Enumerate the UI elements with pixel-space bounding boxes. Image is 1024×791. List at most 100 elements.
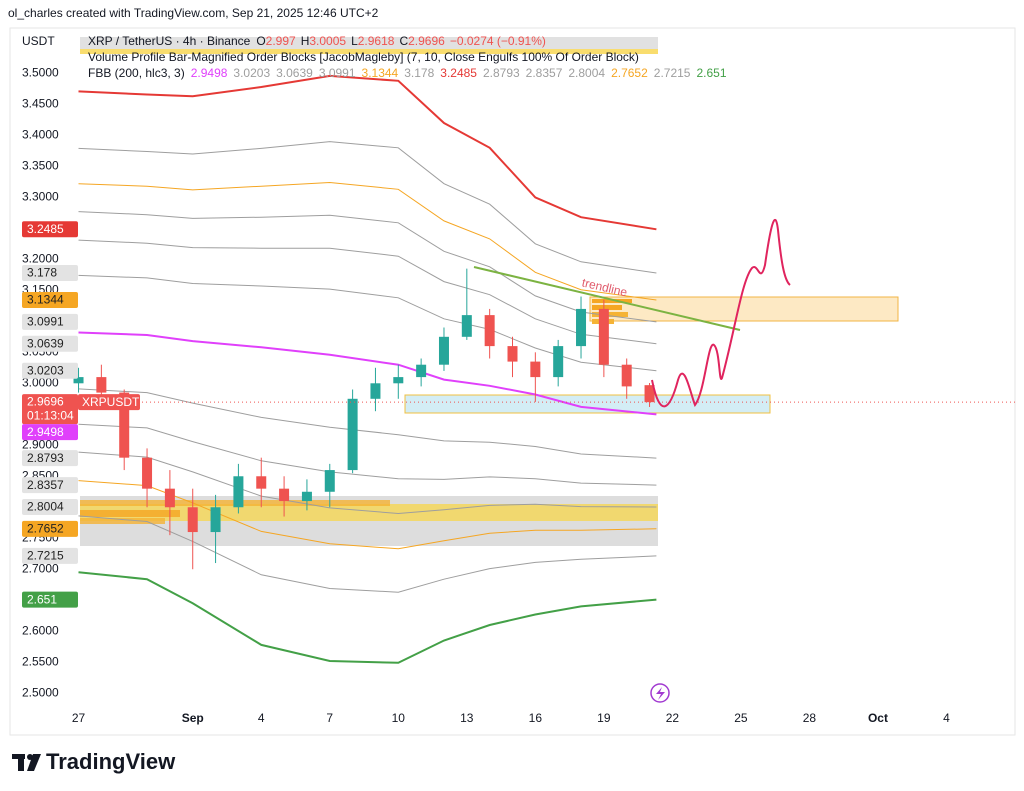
price-label-box: [22, 362, 78, 379]
candle-body: [301, 491, 312, 502]
band-line: [78, 181, 657, 301]
legend-zone: [80, 49, 658, 54]
fbb-value: 2.9498: [191, 66, 228, 80]
order-block-band: [80, 504, 658, 521]
ohlc-key: H: [301, 34, 310, 48]
x-tick-label: 19: [597, 711, 611, 725]
y-tick-label: 3.2000: [22, 252, 59, 266]
x-tick-label: 28: [803, 711, 817, 725]
price-label-box: [22, 450, 78, 467]
band-line: [78, 480, 657, 550]
credit: ol_charles created with TradingView.com,…: [8, 6, 379, 20]
x-tick-label: 4: [258, 711, 265, 725]
band-line: [78, 571, 657, 664]
candle-body: [347, 398, 358, 471]
legend-symbol-row: XRP / TetherUS · 4h · Binance O2.997 H3.00…: [88, 34, 546, 48]
candle-body: [621, 364, 632, 387]
ohlc-value: 3.0005: [309, 34, 346, 48]
y-tick-label: 3.3000: [22, 190, 59, 204]
ohlc-key: O: [256, 34, 265, 48]
x-tick-label: 25: [734, 711, 748, 725]
currency: USDT: [22, 34, 55, 48]
price-label: 3.2485: [27, 222, 64, 236]
y-tick-label: 2.7000: [22, 561, 59, 575]
price-label: 2.8004: [27, 500, 64, 514]
price-label: 2.9498: [27, 425, 64, 439]
band-line: [78, 274, 657, 372]
candle-body: [256, 476, 267, 489]
candle-body: [576, 308, 587, 347]
candle-body: [324, 470, 335, 492]
trendline: [473, 266, 741, 331]
price-label-box: [22, 291, 78, 308]
price-label-box: [22, 477, 78, 494]
legend-zone: [80, 37, 658, 49]
alert-icon: [650, 683, 670, 703]
ohlc-value: 2.9618: [358, 34, 395, 48]
y-tick-label: 2.5500: [22, 654, 59, 668]
band-line: [78, 451, 657, 515]
y-tick-label: 3.3500: [22, 159, 59, 173]
candle-body: [142, 457, 153, 489]
countdown-label: 01:13:04: [27, 408, 74, 422]
price-label-box: [22, 313, 78, 330]
candle-body: [530, 361, 541, 378]
price-label: 2.651: [27, 592, 57, 606]
x-tick-label: 4: [943, 711, 950, 725]
price-label: 3.0639: [27, 336, 64, 350]
volume-bar: [592, 305, 622, 310]
alert-icon-bolt: [656, 687, 665, 700]
price-label-box: [22, 264, 78, 281]
projection-path: [651, 218, 791, 408]
price-label: 2.8793: [27, 451, 64, 465]
fbb-value: 2.8004: [568, 66, 605, 80]
band-line: [78, 141, 657, 274]
candle-body: [210, 507, 221, 533]
price-label-box: [22, 221, 78, 238]
candle-body: [187, 507, 198, 533]
symbol-label: XRPUSDT: [82, 395, 140, 409]
x-tick-label: Oct: [868, 711, 888, 725]
candle-body: [233, 476, 244, 508]
fbb-value: 2.8357: [526, 66, 563, 80]
fbb-value: 2.8793: [483, 66, 520, 80]
price-label: 3.0203: [27, 363, 64, 377]
fbb-value: 3.1344: [362, 66, 399, 80]
resistance-box: [589, 296, 899, 322]
candle-body: [370, 383, 381, 399]
x-tick-label: 27: [72, 711, 86, 725]
candle-body: [279, 488, 290, 502]
brand: TradingView: [46, 749, 176, 774]
chart-frame: [9, 27, 1016, 736]
candle-body: [416, 364, 427, 378]
ohlc-value: 2.9696: [408, 34, 445, 48]
band-line: [78, 388, 657, 459]
y-tick-label: 3.4000: [22, 128, 59, 142]
fbb-value: 3.0639: [276, 66, 313, 80]
ohlc-key: L: [351, 34, 358, 48]
price-label: 3.0991: [27, 315, 64, 329]
fbb-value: 3.0203: [233, 66, 270, 80]
candle-body: [598, 308, 609, 365]
band-line: [78, 423, 657, 486]
candles: [73, 268, 1015, 570]
fbb-value: 2.651: [696, 66, 726, 80]
logo: TradingView: [12, 749, 176, 774]
y-tick-label: 3.5000: [22, 66, 59, 80]
x-tick-label: 10: [392, 711, 406, 725]
y-tick-label: 2.5000: [22, 685, 59, 699]
y-tick-label: 2.9000: [22, 437, 59, 451]
price-label: 2.8357: [27, 478, 64, 492]
volume-bar: [592, 312, 628, 317]
fbb-value: 2.7652: [611, 66, 648, 80]
band-line: [78, 211, 657, 323]
volume-bar: [592, 299, 632, 303]
fbb-title: FBB (200, hlc3, 3): [88, 66, 185, 80]
fbb-value: 3.2485: [440, 66, 477, 80]
price-label-box: [22, 520, 78, 537]
logo-wedge: [27, 754, 41, 771]
band-line: [78, 74, 657, 231]
price-label-box: [22, 424, 78, 441]
legend-indicator: Volume Profile Bar-Magnified Order Block…: [88, 50, 639, 64]
